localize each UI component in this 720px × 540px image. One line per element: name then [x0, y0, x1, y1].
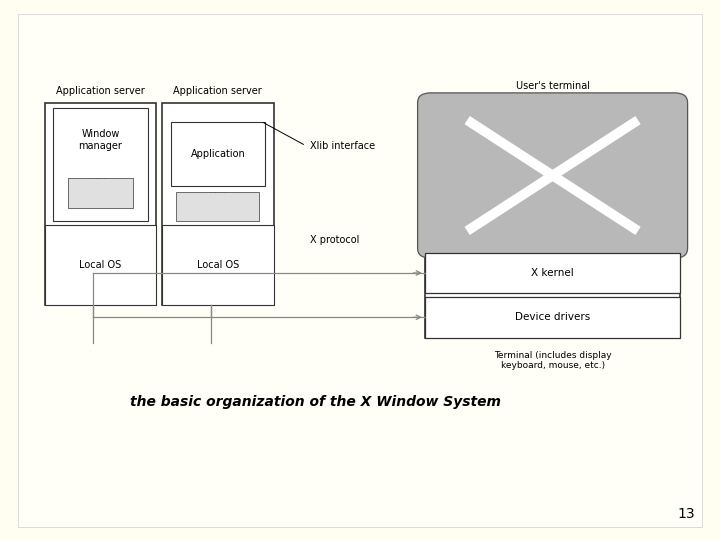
Text: Device drivers: Device drivers — [515, 312, 590, 322]
Text: Local OS: Local OS — [197, 260, 239, 270]
Text: Terminal (includes display
keyboard, mouse, etc.): Terminal (includes display keyboard, mou… — [494, 351, 611, 370]
Text: Application server: Application server — [56, 86, 145, 96]
Bar — [45, 225, 156, 305]
Text: Xlib: Xlib — [91, 178, 109, 188]
Bar — [171, 122, 265, 186]
Bar — [425, 297, 680, 338]
Text: X kernel: X kernel — [531, 268, 574, 278]
Bar — [68, 178, 133, 208]
Text: Window
manager: Window manager — [78, 129, 122, 151]
Bar — [162, 103, 274, 305]
Text: Xlib: Xlib — [209, 192, 227, 202]
Bar — [176, 192, 259, 221]
Bar — [425, 253, 680, 293]
Bar — [45, 103, 156, 305]
Text: X protocol: X protocol — [310, 235, 359, 245]
Bar — [425, 97, 680, 338]
FancyBboxPatch shape — [418, 93, 688, 258]
Text: User's terminal: User's terminal — [516, 80, 590, 91]
Text: Application server: Application server — [174, 86, 262, 96]
Text: Local OS: Local OS — [79, 260, 122, 270]
Text: Xlib interface: Xlib interface — [310, 141, 374, 151]
Text: the basic organization of the X Window System: the basic organization of the X Window S… — [130, 395, 500, 409]
Bar — [162, 225, 274, 305]
Bar — [53, 108, 148, 221]
Text: 13: 13 — [678, 507, 695, 521]
Text: Application: Application — [190, 149, 246, 159]
